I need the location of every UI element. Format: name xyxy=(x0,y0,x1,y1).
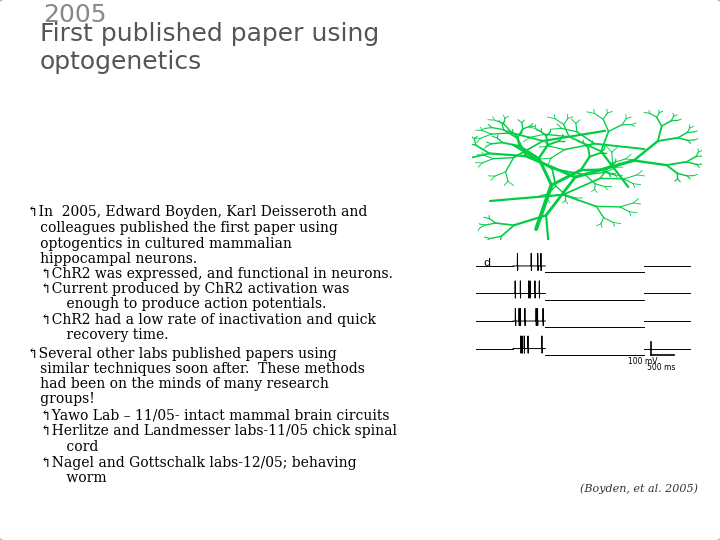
Text: ↰ChR2 had a low rate of inactivation and quick: ↰ChR2 had a low rate of inactivation and… xyxy=(27,313,377,327)
Text: First published paper using
optogenetics: First published paper using optogenetics xyxy=(40,22,379,75)
Text: optogentics in cultured mammalian: optogentics in cultured mammalian xyxy=(27,237,292,251)
Text: ↰Nagel and Gottschalk labs-12/05; behaving: ↰Nagel and Gottschalk labs-12/05; behavi… xyxy=(27,456,357,470)
Text: colleagues published the first paper using: colleagues published the first paper usi… xyxy=(27,221,338,235)
Text: enough to produce action potentials.: enough to produce action potentials. xyxy=(27,297,327,311)
Text: similar techniques soon after.  These methods: similar techniques soon after. These met… xyxy=(27,362,365,376)
Text: hippocampal neurons.: hippocampal neurons. xyxy=(27,252,197,266)
Text: worm: worm xyxy=(27,471,107,485)
Text: recovery time.: recovery time. xyxy=(27,328,169,342)
Text: ↰Herlitze and Landmesser labs-11/05 chick spinal: ↰Herlitze and Landmesser labs-11/05 chic… xyxy=(27,424,397,438)
Text: ↰Several other labs published papers using: ↰Several other labs published papers usi… xyxy=(27,347,337,361)
Text: a: a xyxy=(483,107,490,117)
Text: ↰In  2005, Edward Boyden, Karl Deisseroth and: ↰In 2005, Edward Boyden, Karl Deisseroth… xyxy=(27,205,368,219)
Text: groups!: groups! xyxy=(27,392,95,406)
Text: 500 ms: 500 ms xyxy=(647,363,675,373)
Text: cord: cord xyxy=(27,440,99,454)
Text: ↰Yawo Lab – 11/05- intact mammal brain circuits: ↰Yawo Lab – 11/05- intact mammal brain c… xyxy=(27,408,390,422)
Text: ↰Current produced by ChR2 activation was: ↰Current produced by ChR2 activation was xyxy=(27,282,350,296)
Text: 2005: 2005 xyxy=(43,3,107,26)
Text: had been on the minds of many research: had been on the minds of many research xyxy=(27,377,329,391)
Text: ↰ChR2 was expressed, and functional in neurons.: ↰ChR2 was expressed, and functional in n… xyxy=(27,267,393,281)
Text: 100 mV: 100 mV xyxy=(629,356,658,366)
Text: d: d xyxy=(483,258,490,268)
Text: (Boyden, et al. 2005): (Boyden, et al. 2005) xyxy=(580,483,698,494)
